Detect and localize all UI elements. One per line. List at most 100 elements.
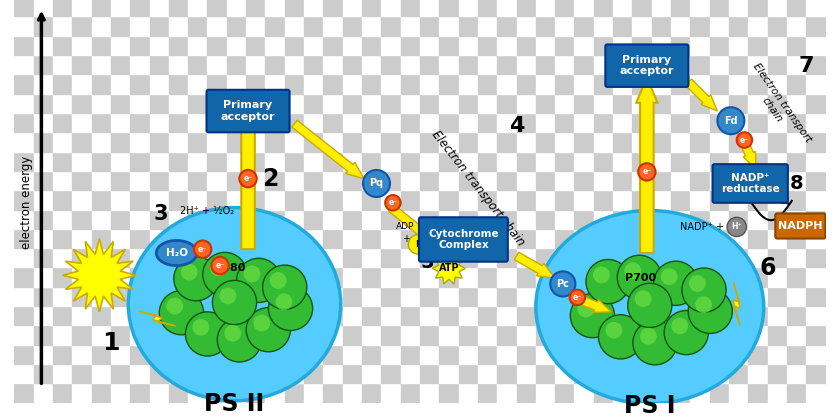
Bar <box>92 113 111 132</box>
Circle shape <box>671 318 688 334</box>
Bar <box>594 16 613 36</box>
Bar <box>806 55 826 74</box>
Bar <box>478 229 497 248</box>
Bar <box>169 0 188 16</box>
Bar <box>53 171 72 190</box>
Bar <box>555 210 575 229</box>
Bar <box>710 113 729 132</box>
Bar <box>381 55 401 74</box>
Bar <box>323 132 343 152</box>
Bar <box>768 364 787 383</box>
Circle shape <box>606 322 622 339</box>
Bar <box>787 364 806 383</box>
Bar <box>265 287 285 306</box>
Bar <box>285 0 304 16</box>
Bar <box>459 152 478 171</box>
Bar <box>555 190 575 210</box>
Text: e⁻: e⁻ <box>198 245 207 254</box>
Bar <box>246 267 265 287</box>
Bar <box>304 210 323 229</box>
Bar <box>555 16 575 36</box>
Bar <box>381 306 401 325</box>
Bar <box>227 325 246 345</box>
Text: 8: 8 <box>790 174 803 193</box>
Bar <box>304 152 323 171</box>
Bar <box>34 210 53 229</box>
Bar <box>14 171 34 190</box>
Bar <box>150 94 169 113</box>
Text: Primary
acceptor: Primary acceptor <box>620 55 675 76</box>
Bar <box>420 0 439 16</box>
Bar <box>497 287 517 306</box>
Bar <box>710 94 729 113</box>
Bar <box>246 74 265 94</box>
Bar <box>497 345 517 364</box>
Text: electron energy: electron energy <box>20 156 34 249</box>
Bar <box>652 94 671 113</box>
Bar <box>575 345 594 364</box>
Polygon shape <box>63 239 136 312</box>
Bar <box>111 306 130 325</box>
Bar <box>536 94 555 113</box>
Bar <box>362 248 381 267</box>
Bar <box>34 248 53 267</box>
Bar <box>633 364 652 383</box>
Bar <box>362 345 381 364</box>
Bar <box>459 36 478 55</box>
Bar <box>14 55 34 74</box>
Bar <box>169 74 188 94</box>
Text: e⁻: e⁻ <box>244 174 253 183</box>
Bar <box>748 94 768 113</box>
Bar <box>459 306 478 325</box>
Bar <box>265 132 285 152</box>
FancyBboxPatch shape <box>775 214 826 239</box>
Bar <box>227 248 246 267</box>
Bar <box>14 210 34 229</box>
Bar <box>517 55 536 74</box>
Bar <box>439 229 459 248</box>
Bar <box>594 364 613 383</box>
Bar <box>497 190 517 210</box>
Bar <box>671 55 690 74</box>
Bar <box>381 171 401 190</box>
Circle shape <box>688 289 732 334</box>
Bar <box>265 229 285 248</box>
Bar <box>652 383 671 403</box>
Bar <box>14 16 34 36</box>
Bar <box>671 306 690 325</box>
Circle shape <box>239 170 257 187</box>
Bar <box>594 383 613 403</box>
Bar <box>130 267 150 287</box>
Bar <box>768 345 787 364</box>
Bar <box>748 267 768 287</box>
Bar <box>401 36 420 55</box>
Bar <box>150 210 169 229</box>
Bar <box>14 248 34 267</box>
Bar <box>478 287 497 306</box>
Bar <box>748 113 768 132</box>
Bar <box>613 94 633 113</box>
Bar <box>536 74 555 94</box>
Bar <box>72 190 92 210</box>
Bar <box>729 74 748 94</box>
Bar <box>92 325 111 345</box>
Bar <box>92 190 111 210</box>
Bar <box>323 74 343 94</box>
Bar <box>207 55 227 74</box>
Bar <box>555 267 575 287</box>
Text: 2H⁺ + ½O₂: 2H⁺ + ½O₂ <box>181 206 234 216</box>
Bar <box>343 94 362 113</box>
Circle shape <box>577 301 594 317</box>
Bar <box>381 383 401 403</box>
Circle shape <box>624 262 641 279</box>
Bar <box>92 364 111 383</box>
Bar <box>652 190 671 210</box>
Bar <box>594 229 613 248</box>
Ellipse shape <box>156 241 197 266</box>
Bar <box>227 267 246 287</box>
Bar <box>53 345 72 364</box>
Bar <box>768 267 787 287</box>
Bar <box>304 345 323 364</box>
Bar <box>401 267 420 287</box>
Bar <box>517 94 536 113</box>
